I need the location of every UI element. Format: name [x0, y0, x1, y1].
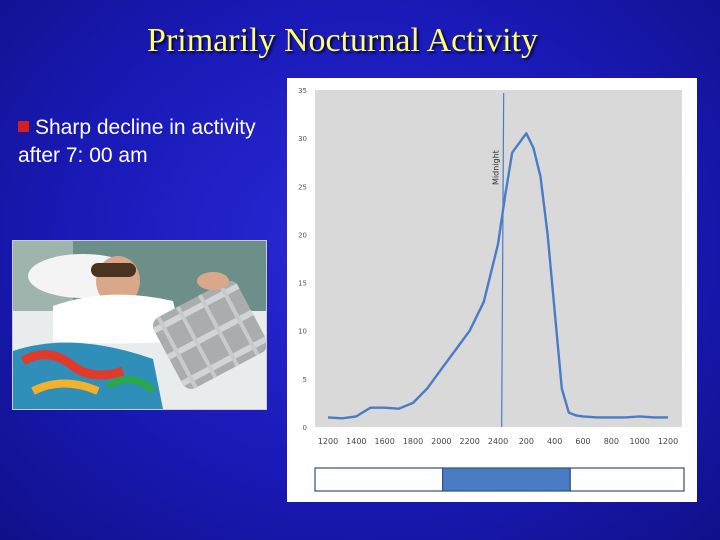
- x-tick-label: 1200: [658, 437, 678, 446]
- bullet-point: Sharp decline in activity after 7: 00 am: [18, 114, 288, 170]
- x-tick-label: 800: [604, 437, 619, 446]
- x-tick-label: 2200: [459, 437, 479, 446]
- y-tick-label: 15: [298, 280, 307, 288]
- x-tick-label: 2400: [488, 437, 508, 446]
- x-tick-label: 1200: [318, 437, 338, 446]
- x-tick-label: 400: [547, 437, 562, 446]
- photo-illustration: [13, 241, 266, 409]
- y-tick-label: 35: [298, 87, 307, 95]
- x-tick-label: 1000: [629, 437, 649, 446]
- midnight-marker-line: [501, 92, 505, 428]
- slide-title: Primarily Nocturnal Activity: [147, 22, 538, 59]
- light-period-segment: [569, 467, 685, 492]
- y-tick-label: 20: [298, 231, 307, 239]
- activity-series-line: [327, 132, 668, 420]
- x-tick-label: 1600: [374, 437, 394, 446]
- x-tick-label: 1800: [403, 437, 423, 446]
- x-axis-ticks: 1200 1400 1600 1800 2000 2200 2400 200 400 600 800…: [318, 437, 678, 446]
- plot-area: [315, 90, 682, 427]
- bullet-marker: [18, 121, 29, 132]
- activity-line-chart: 0 5 10 15 20 25 30 35 1200 1400 1600 1800 2000 2200 2…: [298, 87, 685, 492]
- y-tick-label: 10: [298, 328, 307, 336]
- midnight-annotation: Midnight: [492, 150, 501, 185]
- y-tick-label: 0: [303, 424, 307, 432]
- x-tick-label: 2000: [431, 437, 451, 446]
- light-dark-bar: [314, 467, 685, 492]
- y-tick-label: 5: [303, 376, 307, 384]
- bullet-text: Sharp decline in activity after 7: 00 am: [18, 116, 256, 167]
- light-period-segment: [314, 467, 444, 492]
- y-tick-label: 30: [298, 135, 307, 143]
- x-tick-label: 200: [519, 437, 534, 446]
- y-tick-label: 25: [298, 183, 307, 191]
- x-tick-label: 1400: [346, 437, 366, 446]
- dark-period-segment: [442, 467, 571, 492]
- photo-sleeping-man-with-keg: [12, 240, 267, 410]
- activity-chart-panel: 0 5 10 15 20 25 30 35 1200 1400 1600 1800 2000 2200 2…: [287, 78, 697, 502]
- x-tick-label: 600: [575, 437, 590, 446]
- y-axis-ticks: 0 5 10 15 20 25 30 35: [298, 87, 307, 432]
